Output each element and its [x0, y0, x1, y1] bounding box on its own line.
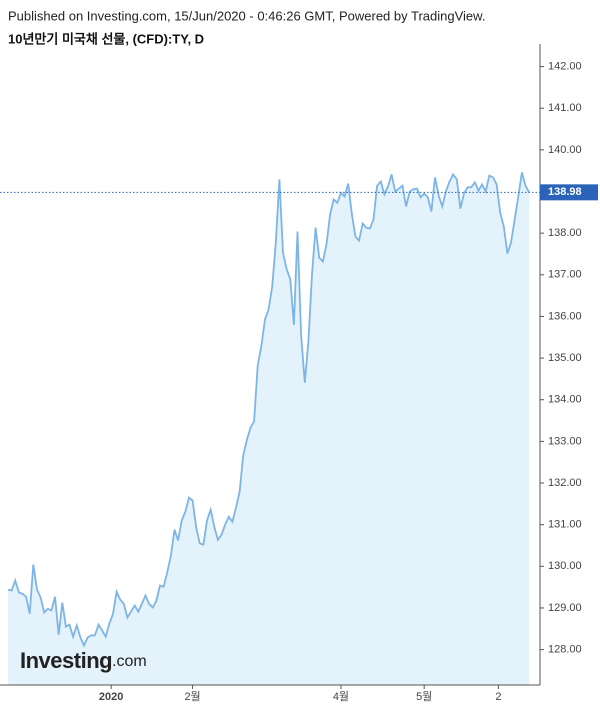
- y-tick-label: 137.00: [548, 269, 582, 281]
- y-tick-label: 132.00: [548, 477, 582, 489]
- last-price-label: 138.98: [548, 186, 582, 198]
- y-tick-label: 128.00: [548, 644, 582, 656]
- x-tick-label: 2월: [184, 690, 200, 703]
- logo-suffix: .com: [112, 653, 147, 670]
- logo: Investing.com: [20, 648, 147, 673]
- x-tick-label: 5월: [416, 690, 432, 703]
- x-tick-label: 4월: [333, 690, 349, 703]
- chart-title: 10년만기 미국채 선물, (CFD):TY, D: [8, 31, 204, 46]
- x-tick-label: 2: [495, 691, 501, 703]
- y-tick-label: 140.00: [548, 144, 582, 156]
- y-tick-label: 134.00: [548, 394, 582, 406]
- x-tick-label: 2020: [99, 691, 123, 703]
- y-tick-label: 136.00: [548, 310, 582, 322]
- last-price-box: [540, 184, 598, 201]
- y-tick-label: 135.00: [548, 352, 582, 364]
- price-line: [7, 172, 530, 648]
- y-tick-label: 142.00: [548, 60, 582, 72]
- header: Published on Investing.com, 15/Jun/2020 …: [8, 8, 485, 23]
- y-tick-label: 133.00: [548, 435, 582, 447]
- logo-main: Investing: [20, 648, 112, 673]
- y-tick-label: 138.00: [548, 227, 582, 239]
- y-tick-label: 141.00: [548, 102, 582, 114]
- y-tick-label: 131.00: [548, 519, 582, 531]
- y-tick-label: 129.00: [548, 602, 582, 614]
- area-fill: [8, 172, 530, 685]
- y-tick-label: 130.00: [548, 560, 582, 572]
